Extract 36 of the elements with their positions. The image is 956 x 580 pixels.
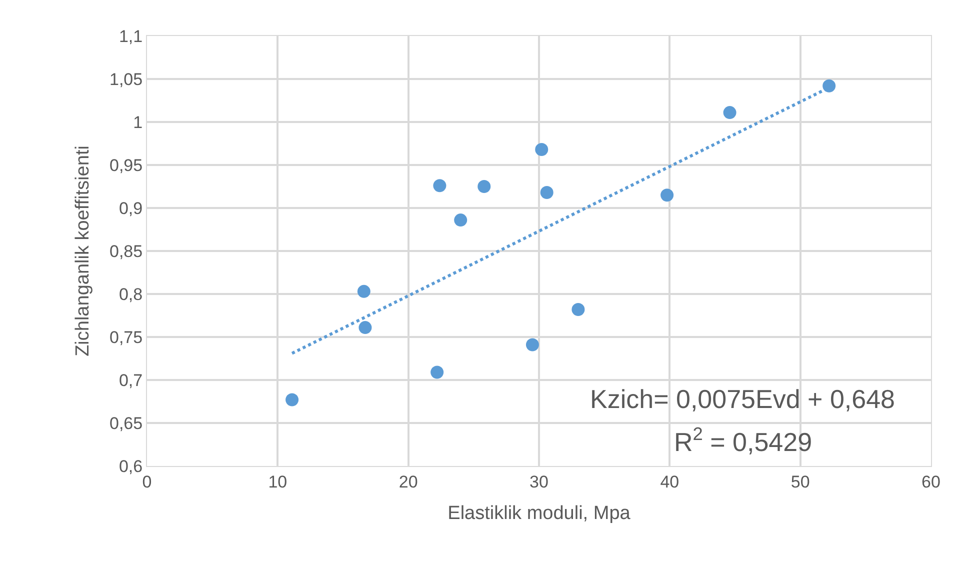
point [660, 188, 674, 202]
y-tick-label: 0,8 [118, 284, 143, 304]
x-axis-title: Elastiklik moduli, Mpa [448, 503, 631, 524]
y-tick-label: 1 [133, 112, 143, 132]
point [540, 186, 554, 200]
x-tick-label: 0 [142, 472, 152, 492]
point [357, 284, 370, 298]
x-tick-label: 60 [922, 472, 940, 492]
y-tick-label: 0,95 [110, 156, 143, 175]
point [454, 214, 468, 227]
x-tick-label: 40 [660, 472, 680, 492]
x-tick-label: 50 [790, 472, 810, 492]
y-axis-title: Zichlanganlik koeffitsienti [72, 146, 94, 356]
point [526, 338, 539, 352]
annotation: Kzich= 0,0075Evd + 0,648 [590, 384, 896, 414]
point [723, 106, 736, 120]
y-tick-label: 0,6 [118, 456, 143, 476]
x-tick-label: 20 [398, 472, 418, 492]
y-tick-label: 1,1 [118, 26, 143, 46]
point [478, 180, 491, 193]
point [358, 321, 372, 334]
point [433, 179, 446, 192]
point [430, 366, 444, 379]
point [822, 79, 836, 92]
point [535, 143, 548, 156]
x-tick-label: 10 [268, 472, 288, 492]
y-tick-label: 0,85 [110, 242, 143, 261]
point [572, 302, 585, 316]
y-tick-label: 0,65 [110, 414, 143, 433]
y-tick-label: 0,9 [118, 198, 143, 218]
point [286, 393, 299, 406]
y-tick-label: 1,05 [110, 70, 143, 89]
annotation: R$^{2}$ = 0,5429 [674, 424, 812, 457]
y-tick-label: 0,75 [110, 328, 143, 347]
x-tick-label: 30 [530, 472, 548, 492]
y-tick-label: 0,7 [118, 370, 143, 390]
